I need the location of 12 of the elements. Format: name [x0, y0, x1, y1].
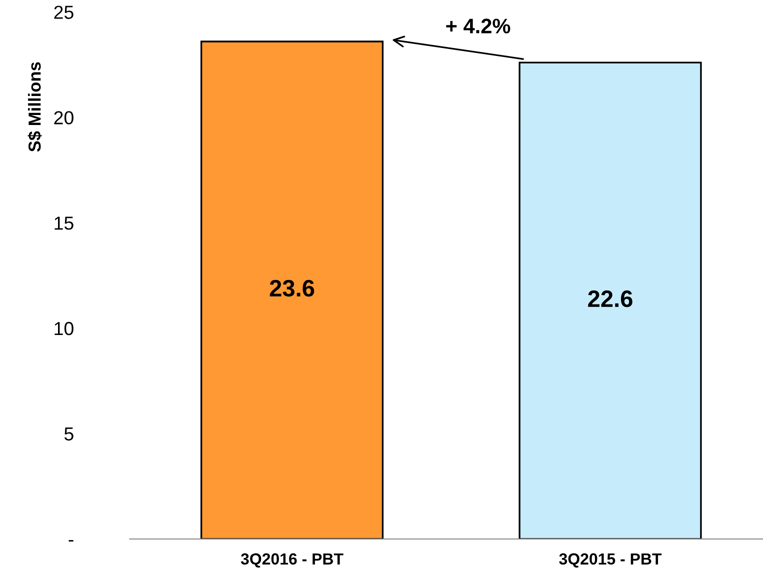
y-tick-label: 5	[64, 427, 74, 441]
y-tick-label: 20	[54, 111, 74, 124]
y-axis-title: S$ Millions	[28, 62, 42, 152]
data-label: 22.6	[588, 290, 632, 308]
y-tick-label: 25	[54, 6, 74, 19]
data-label: 23.6	[270, 280, 314, 297]
annotation: + 4.2%	[446, 18, 510, 34]
x-tick-label: 3Q2016 - PBT	[240, 553, 344, 568]
y-tick-label: 15	[54, 216, 74, 230]
x-tick-label: 3Q2015 - PBT	[559, 553, 662, 568]
y-tick-label: 10	[54, 322, 74, 336]
y-tick-label: -	[68, 540, 74, 542]
